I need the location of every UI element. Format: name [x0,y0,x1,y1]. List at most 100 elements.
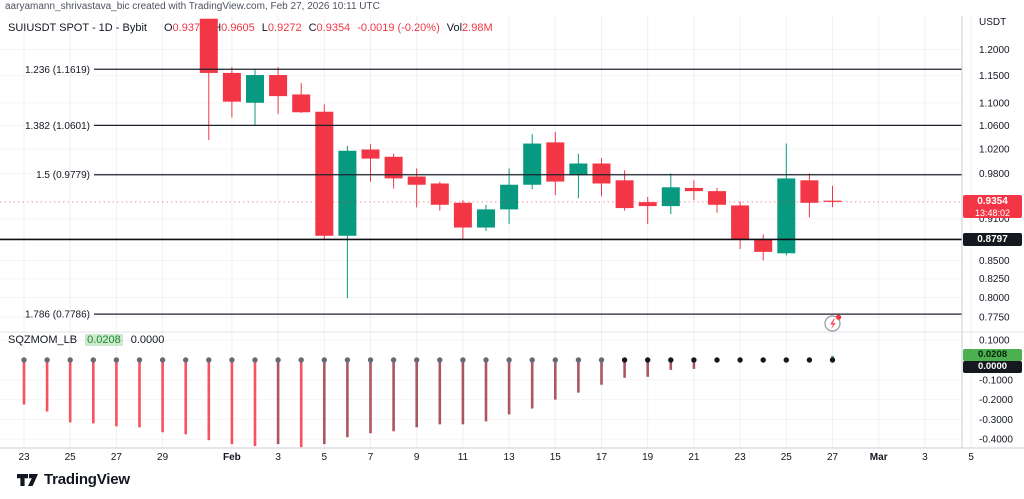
squeeze-dot [275,357,281,363]
time-tick-label: 21 [688,452,700,463]
tradingview-logo-icon [17,473,38,486]
tradingview-logo-text: TradingView [44,471,130,488]
squeeze-dot [321,357,327,363]
low-value: 0.9272 [267,22,302,34]
alert-bell-icon[interactable] [824,314,842,332]
close-value: 0.9354 [316,22,351,34]
squeeze-dot [460,357,466,363]
price-tick-label: 0.8500 [979,256,1010,267]
momentum-bar [299,360,303,448]
time-tick-label: 9 [414,452,420,463]
squeeze-dot [760,357,766,363]
indicator-legend[interactable]: SQZMOM_LB 0.0208 0.0000 [8,334,164,346]
candle-body [338,150,357,236]
symbol-legend[interactable]: SUIUSDT SPOT - 1D - BybitO0.9373H0.9605L… [8,22,493,34]
squeeze-dot [90,357,97,363]
momentum-tick-label: -0.1000 [979,375,1013,386]
candle-body [754,239,773,252]
volume-value: 2.98M [462,22,493,34]
price-tick-label: 0.8250 [979,274,1010,285]
symbol-title: SUIUSDT SPOT - 1D - Bybit [8,22,147,34]
time-tick-label: 13 [504,452,516,463]
momentum-bar [530,360,534,409]
price-tick-label: 1.1500 [979,71,1010,82]
alert-icon-notification-dot [836,314,842,320]
candle-body [638,202,657,207]
squeeze-dot [437,357,443,363]
support-level-badge: 0.8797 [963,233,1022,246]
low-label: L [261,22,268,34]
momentum-bar [230,360,234,445]
candle-body [684,187,703,192]
tradingview-logo[interactable]: TradingView [16,471,130,488]
time-tick-label: 3 [922,452,928,463]
momentum-bar [669,360,673,370]
squeeze-dot [252,357,258,363]
squeeze-dot [390,357,397,363]
time-tick-label: 27 [111,452,123,463]
squeeze-dot [783,357,789,363]
time-tick-label: 15 [550,452,562,463]
candlestick-layer [199,18,842,299]
candle-body [361,149,380,159]
open-label: O [163,22,173,34]
squeeze-dot [506,357,512,363]
candle-body [453,202,472,228]
candle-body [384,156,403,179]
squeeze-dot [344,357,351,363]
momentum-bar [323,360,326,445]
momentum-bar [507,360,511,415]
volume-label: Vol [446,22,463,34]
squeeze-dot [67,357,73,363]
candle-body [430,183,449,205]
indicator-name: SQZMOM_LB [8,334,78,346]
squeeze-dot [737,357,743,363]
momentum-bar [138,360,141,428]
squeeze-dot [645,357,651,363]
momentum-bar [577,360,580,393]
momentum-bar [623,360,626,378]
price-tick-label: 0.9800 [979,169,1010,180]
time-tick-label: 3 [275,452,281,463]
axes-layer[interactable]: 1.2000 1.1500 1.1000 1.0600 1.0200 0.9800 0.91… [0,16,1024,463]
momentum-bar [461,360,465,425]
squeeze-dot [298,357,304,363]
time-tick-label: Mar [870,452,888,463]
squeeze-dot [159,357,166,363]
alert-icon-bolt [830,318,836,329]
time-tick-label: 17 [596,452,608,463]
momentum-tick-label: -0.3000 [979,415,1013,426]
close-label: C [308,22,317,34]
time-tick-label: 27 [827,452,839,463]
price-axis-currency: USDT [979,17,1007,28]
candle-body [731,205,750,240]
candle-body [708,191,726,205]
momentum-bar [161,360,164,433]
momentum-tick-label: -0.4000 [979,435,1013,446]
indicator-value2: 0.0000 [130,334,165,346]
momentum-bar [92,360,95,424]
momentum-bar [22,360,26,405]
momentum-bar [115,360,118,427]
candle-body [500,184,519,210]
squeeze-dot [44,357,50,363]
momentum-value-badge: 0.0208 [963,349,1022,361]
bar-countdown: 13:48:02 [974,207,1011,218]
squeeze-dot [136,357,143,363]
fib-label: 1.236 (1.1619) [25,65,90,76]
attribution-text: aaryamann_shrivastava_bic created with T… [5,1,380,12]
price-tick-label: 1.2000 [979,45,1010,56]
candle-body [569,163,588,176]
candle-body [661,187,680,207]
time-tick-label: 5 [968,452,974,463]
price-tick-label: 0.8000 [979,293,1010,304]
squeeze-dot [714,357,720,363]
high-value: 0.9605 [221,22,255,34]
momentum-bar [207,360,211,441]
candle-body [222,72,241,102]
squeeze-dot [598,357,605,363]
last-price-badge: 0.9354 13:48:02 [963,195,1022,218]
squeeze-dot [206,357,212,363]
